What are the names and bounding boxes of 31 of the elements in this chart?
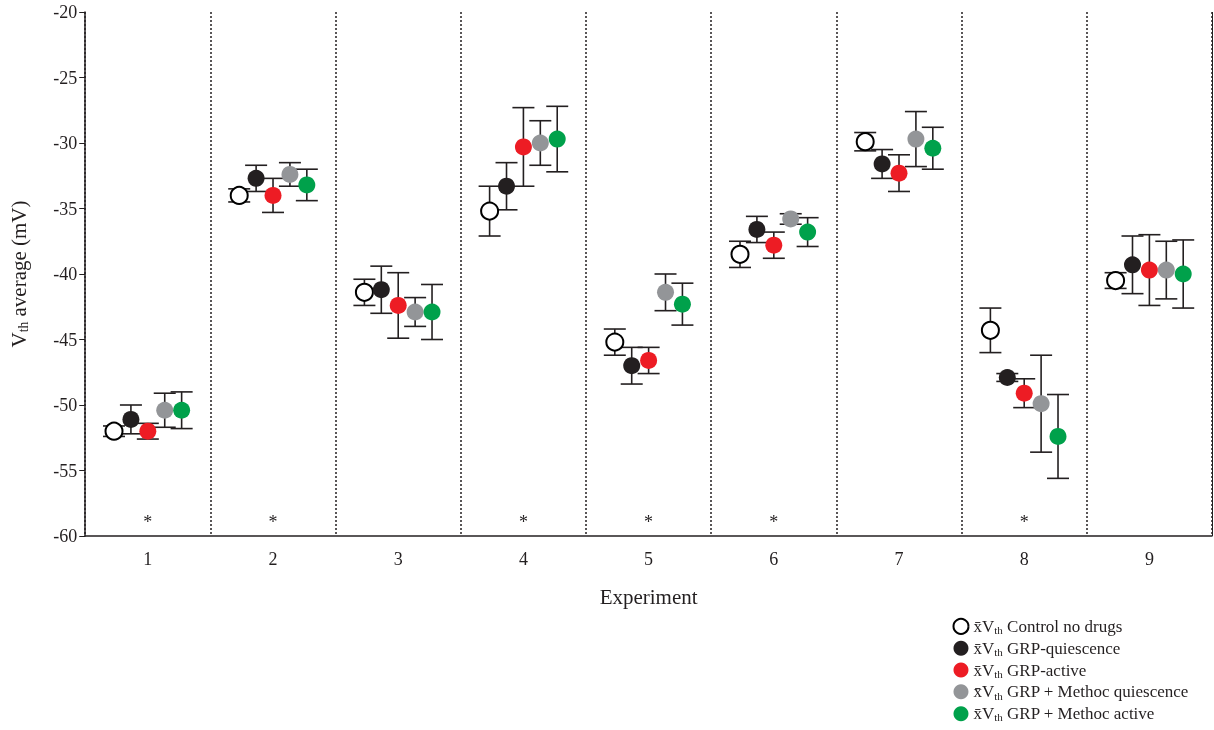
x-tick-label: 5 (644, 549, 654, 569)
annotation: * (268, 512, 278, 532)
y-tick-label: -35 (53, 198, 78, 219)
x-tick-label: 9 (1144, 549, 1154, 569)
y-tick-label: -40 (53, 264, 78, 284)
y-tick-label: -45 (53, 329, 78, 350)
annotation: * (769, 512, 779, 532)
x-tick-label: 4 (518, 549, 528, 569)
legend-label: x̄Vth GRP + Methoc active (973, 704, 1155, 724)
y-tick-label: -30 (53, 133, 78, 153)
legend-label: x̄Vth GRP-active (973, 660, 1087, 680)
annotation: * (644, 512, 654, 532)
x-tick-label: 2 (268, 549, 278, 569)
legend-label: x̄Vth Control no drugs (973, 616, 1123, 637)
x-axis-title: Experiment (599, 584, 698, 609)
y-tick-label: -60 (53, 526, 78, 546)
annotation: * (143, 512, 153, 532)
x-tick-label: 6 (769, 549, 779, 569)
annotation: * (518, 512, 528, 532)
annotation: * (1019, 512, 1029, 532)
legend-label: x̄Vth GRP + Methoc quiescence (973, 682, 1189, 702)
legend-label: x̄Vth GRP-quiescence (973, 638, 1121, 659)
x-tick-label: 1 (143, 549, 153, 569)
x-tick-label: 8 (1019, 549, 1029, 569)
y-tick-label: -20 (53, 2, 78, 22)
y-tick-label: -50 (53, 395, 78, 415)
y-axis-title: Vth average (mV) (6, 200, 31, 348)
x-tick-label: 7 (894, 549, 904, 569)
y-tick-label: -55 (53, 460, 78, 481)
x-tick-label: 3 (393, 549, 403, 569)
y-tick-label: -25 (53, 67, 78, 88)
